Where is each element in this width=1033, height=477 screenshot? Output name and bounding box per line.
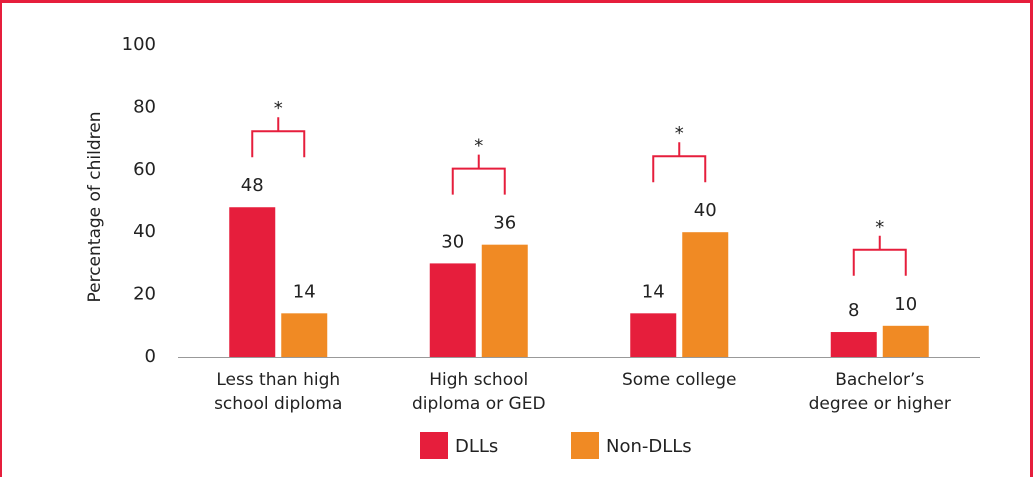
bar [481, 244, 528, 357]
value-label: 48 [241, 175, 264, 196]
x-tick-label: Bachelor’s degree or higher [808, 370, 951, 414]
y-tick-label: 60 [133, 159, 156, 180]
value-label: 14 [642, 281, 665, 302]
significance-mark: * [274, 98, 283, 119]
y-axis-label: Percentage of children [85, 111, 105, 302]
y-tick-label: 80 [133, 96, 156, 117]
value-label: 8 [848, 300, 859, 321]
significance-bracket [652, 142, 707, 183]
bar [630, 313, 677, 357]
x-tick-label: High school diploma or GED [411, 370, 546, 414]
bar [830, 332, 877, 357]
legend-swatch [571, 432, 599, 459]
bar [281, 313, 328, 357]
significance-bracket [251, 117, 306, 158]
significance-bracket [451, 154, 506, 195]
significance-bracket [852, 235, 907, 276]
frame-top [0, 0, 1033, 3]
value-label: 10 [894, 294, 917, 315]
value-label: 14 [293, 281, 316, 302]
legend-label: DLLs [455, 436, 498, 457]
legend-swatch [420, 432, 448, 459]
significance-mark: * [875, 217, 884, 238]
value-label: 40 [694, 200, 717, 221]
y-tick-label: 100 [122, 34, 156, 55]
value-label: 36 [493, 213, 516, 234]
significance-mark: * [474, 136, 483, 157]
y-tick-label: 40 [133, 221, 156, 242]
frame-left [0, 0, 2, 477]
bar [429, 263, 476, 357]
y-tick-label: 20 [133, 284, 156, 305]
value-label: 30 [441, 231, 464, 252]
legend-label: Non-DLLs [606, 436, 692, 457]
bar [682, 232, 729, 357]
bar [229, 207, 276, 357]
bar [882, 325, 929, 357]
x-tick-label: Some college [621, 370, 737, 390]
x-tick-label: Less than high school diploma [214, 370, 343, 414]
y-tick-label: 0 [145, 346, 156, 367]
significance-mark: * [675, 123, 684, 144]
frame-right [1030, 0, 1033, 477]
